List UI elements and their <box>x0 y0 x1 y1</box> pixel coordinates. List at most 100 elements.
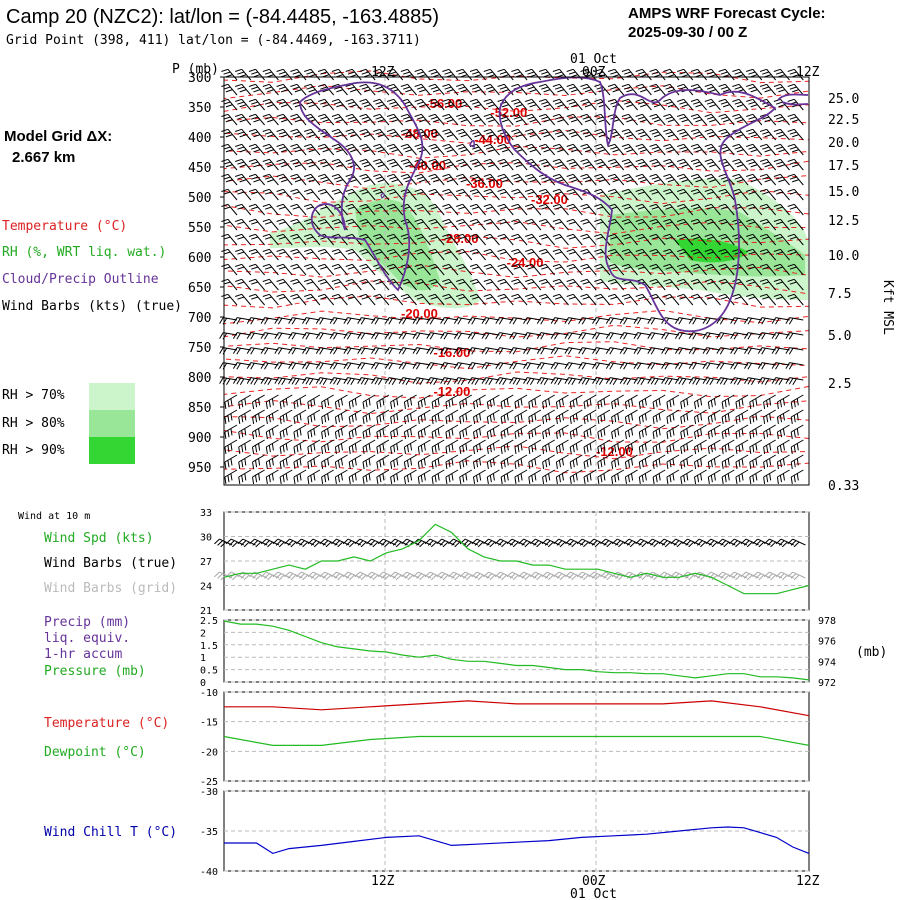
wind-barb <box>597 424 611 439</box>
rh-legend-70-label: RH > 70% <box>2 388 65 403</box>
isotherm-line <box>223 295 810 309</box>
wind-barb <box>386 68 404 81</box>
wind-barb <box>607 233 625 246</box>
wind-barb <box>500 454 514 469</box>
wind-barb <box>373 203 390 216</box>
wind-barb <box>293 454 307 469</box>
wind-barb <box>528 454 542 469</box>
wind-barb <box>702 347 721 355</box>
wind-barb <box>426 332 445 340</box>
wind-barb <box>414 248 431 261</box>
y-tick-label: 21 <box>200 606 212 617</box>
wind-barb <box>398 347 417 355</box>
wind-barb <box>607 293 625 306</box>
wind-barb <box>624 454 638 469</box>
isotherm-line <box>223 235 810 249</box>
wind-barb <box>373 98 390 111</box>
wind-barb <box>624 409 638 424</box>
wind-barb <box>248 113 266 126</box>
wind-barb <box>486 469 500 484</box>
wind-barb <box>707 424 721 439</box>
wind-barb <box>759 128 777 141</box>
wind-barb <box>304 263 321 276</box>
wind-barb <box>276 68 293 81</box>
wind-barb <box>428 248 445 261</box>
wind-barb <box>279 469 293 484</box>
wind-barb <box>307 409 321 424</box>
surface-barbs-true <box>214 538 806 548</box>
wind-barb <box>262 173 279 186</box>
wind-barb <box>345 158 362 171</box>
wind-barb <box>276 278 293 291</box>
wind-barb <box>773 158 790 171</box>
surface-barb-true <box>693 538 713 548</box>
wind-barb <box>757 347 776 355</box>
y-tick-label: 2 <box>200 628 206 639</box>
wind-barb <box>528 409 542 424</box>
wind-barb <box>248 173 266 186</box>
wind-barb <box>514 424 528 439</box>
kft-tick-label: 10.0 <box>828 249 859 264</box>
wind-barb <box>345 293 362 306</box>
wind-barb <box>621 293 638 306</box>
surface-barb-true <box>611 538 631 548</box>
wind-barb <box>459 439 473 454</box>
wind-barb <box>759 293 777 306</box>
wind-barb <box>647 347 666 355</box>
wind-barb <box>456 278 473 291</box>
wind-barb <box>569 424 583 439</box>
pressure-tick-label: 450 <box>188 161 211 176</box>
wind-barb <box>746 83 763 96</box>
wind-barb <box>688 317 707 325</box>
wind-barb <box>317 173 335 186</box>
wind-barb <box>456 218 473 231</box>
wind-barb <box>290 188 307 201</box>
wind-barb <box>238 469 252 484</box>
wind-barb <box>445 439 459 454</box>
wind-barb <box>428 143 445 156</box>
wind-barb <box>635 188 652 201</box>
wind-barb <box>621 263 638 276</box>
wind-barb <box>649 233 666 246</box>
wind-barb <box>497 128 514 141</box>
wind-barb <box>594 158 611 171</box>
wind-barb <box>483 158 500 171</box>
y-tick-label: 2.5 <box>200 616 218 627</box>
wind-barb <box>373 128 390 141</box>
wind-barb <box>509 347 528 355</box>
dewpoint-legend: Dewpoint (°C) <box>44 745 146 760</box>
wind-barb <box>690 278 708 291</box>
wind-barb <box>467 317 486 325</box>
wind-barb <box>716 362 735 370</box>
cloud-outline <box>380 192 385 199</box>
wind-barb <box>759 218 777 231</box>
bottom-time-label-00z: 00Z <box>582 874 606 889</box>
wind-barb <box>511 173 528 186</box>
wind-barb <box>467 362 486 370</box>
isotherm-line <box>223 341 810 353</box>
wind-barb <box>663 203 680 216</box>
surface-barb-grid <box>401 571 420 581</box>
y-tick-label: 33 <box>200 508 212 519</box>
wind-barb <box>746 248 763 261</box>
wind-barb <box>442 248 459 261</box>
wind-barb <box>315 377 334 386</box>
wind-barb <box>694 469 707 484</box>
wind-barb <box>238 454 252 469</box>
surface-barb-grid <box>670 571 689 581</box>
wind-barb <box>400 98 417 111</box>
wind-barb <box>538 68 556 81</box>
wind-barb <box>469 83 487 96</box>
wind-chill-panel: Wind Chill T (°C) -40 -35 -30 <box>44 787 810 878</box>
surface-barb-grid <box>635 571 654 581</box>
pressure-tick-label: 900 <box>188 431 211 446</box>
wind-barb <box>348 454 362 469</box>
wind-barb <box>649 143 666 156</box>
surface-barb-true <box>553 538 572 548</box>
wind-barb <box>426 347 445 355</box>
wind-barb <box>321 469 334 484</box>
wind-barb <box>232 347 251 355</box>
wind-barb <box>633 347 652 355</box>
wind-barb <box>525 188 542 201</box>
wind-barb <box>235 233 252 246</box>
